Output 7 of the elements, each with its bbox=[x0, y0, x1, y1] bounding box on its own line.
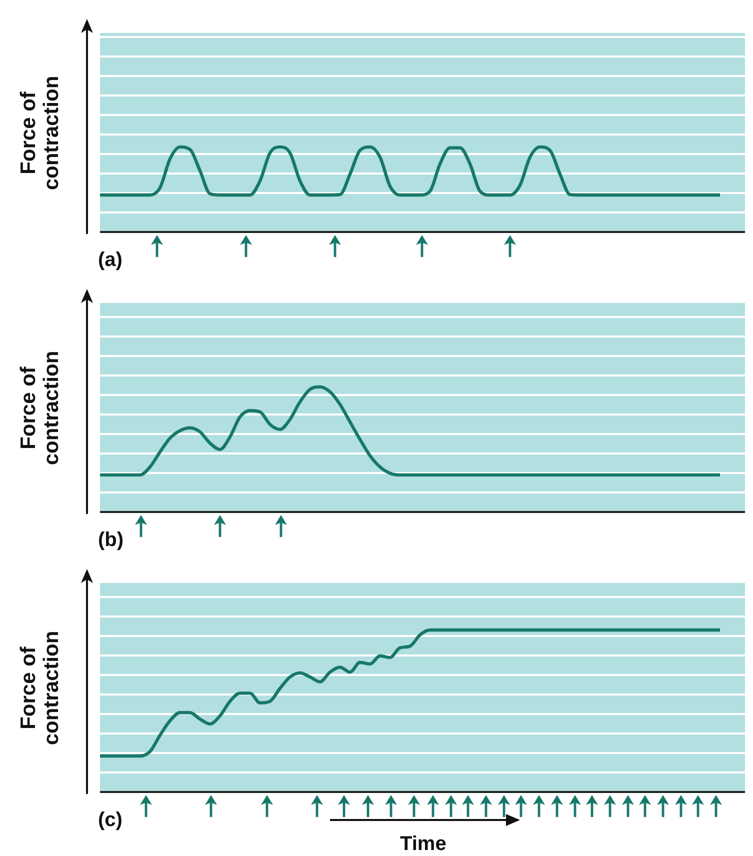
y-axis-title: Force of contraction bbox=[17, 629, 63, 747]
y-axis-title: Force of contraction bbox=[17, 74, 63, 192]
text: (a) bbox=[98, 249, 122, 272]
text: (c) bbox=[98, 809, 122, 832]
x-axis-title: Time bbox=[400, 833, 446, 856]
y-axis-title: Force of contraction bbox=[17, 349, 63, 467]
text: (b) bbox=[98, 529, 124, 552]
